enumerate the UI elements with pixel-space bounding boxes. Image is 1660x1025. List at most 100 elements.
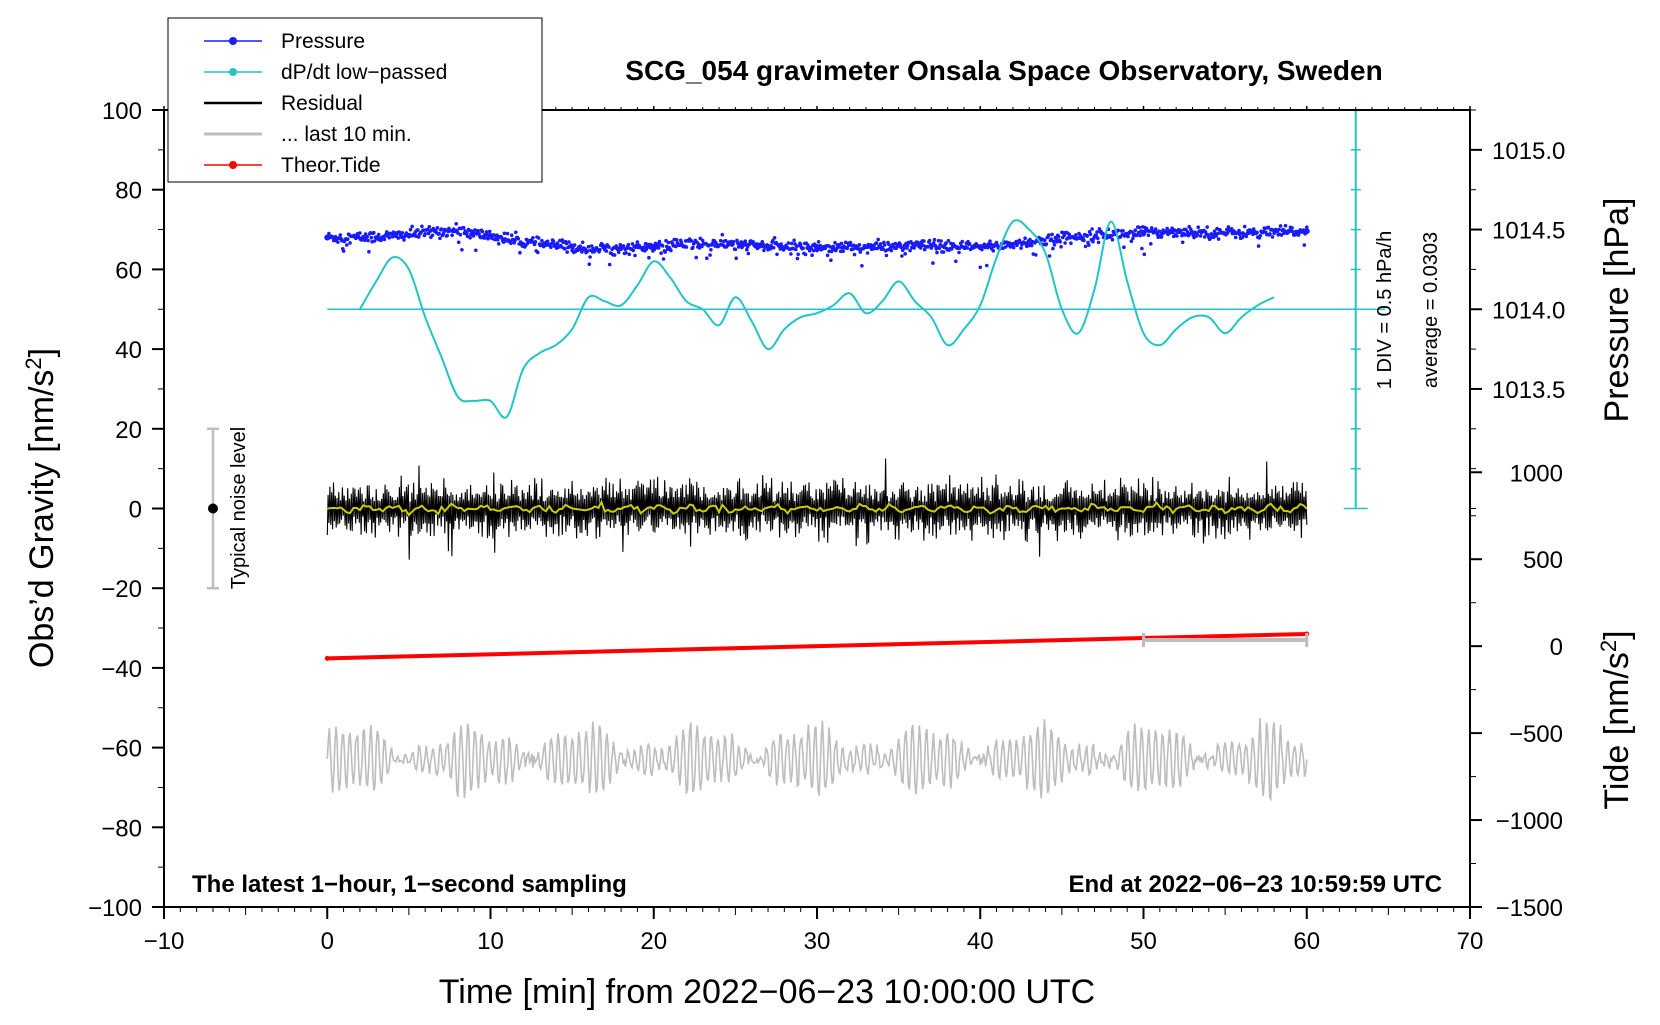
pressure-point bbox=[580, 240, 585, 245]
pressure-point bbox=[935, 250, 939, 255]
pressure-point bbox=[439, 227, 444, 231]
pressure-point bbox=[621, 244, 626, 248]
pressure-marker bbox=[487, 232, 494, 239]
pressure-point bbox=[1196, 225, 1200, 229]
pressure-point bbox=[1096, 240, 1101, 245]
pressure-point bbox=[930, 244, 934, 248]
y-axis-tide-label-end: ] bbox=[1598, 630, 1636, 639]
pressure-point bbox=[509, 241, 513, 245]
end-time-note: End at 2022−06−23 10:59:59 UTC bbox=[1068, 871, 1442, 898]
pressure-point bbox=[455, 228, 459, 233]
pressure-point bbox=[1268, 232, 1272, 236]
x-tick-label: 10 bbox=[477, 928, 504, 955]
pressure-point bbox=[376, 232, 381, 237]
pressure-point bbox=[893, 241, 898, 246]
pressure-point bbox=[1149, 242, 1153, 246]
pressure-point bbox=[669, 248, 673, 253]
residual-smoothed-line bbox=[327, 499, 1308, 517]
pressure-point bbox=[889, 248, 894, 253]
pressure-point bbox=[1216, 237, 1221, 241]
pressure-point bbox=[691, 245, 695, 250]
pressure-point bbox=[1062, 233, 1067, 238]
pressure-point bbox=[1131, 236, 1135, 241]
pressure-point bbox=[372, 230, 376, 235]
pressure-point bbox=[874, 241, 879, 245]
pressure-point bbox=[839, 241, 844, 246]
y-axis-left-label-main: Obs’d Gravity [nm/s bbox=[23, 370, 61, 669]
pressure-point bbox=[514, 230, 518, 235]
pressure-point bbox=[775, 252, 779, 257]
pressure-point bbox=[694, 255, 698, 260]
pressure-point bbox=[656, 246, 661, 250]
pressure-point bbox=[551, 239, 556, 243]
pressure-point bbox=[358, 231, 362, 235]
pressure-point bbox=[627, 252, 632, 257]
pressure-point bbox=[549, 245, 553, 250]
pressure-point bbox=[1175, 234, 1179, 238]
pressure-point bbox=[743, 239, 747, 243]
pressure-point bbox=[626, 242, 631, 247]
pressure-point bbox=[1085, 234, 1089, 238]
pressure-point bbox=[607, 262, 612, 267]
pressure-point bbox=[1155, 232, 1160, 237]
x-tick-label: 60 bbox=[1293, 928, 1320, 955]
pressure-point bbox=[1229, 227, 1234, 231]
pressure-point bbox=[747, 242, 752, 247]
pressure-point bbox=[1158, 229, 1162, 234]
pressure-point bbox=[991, 249, 996, 253]
pressure-point bbox=[1142, 252, 1147, 257]
legend-items: Pressure dP/dt low−passed Residual ... last… bbox=[204, 30, 447, 177]
pressure-point bbox=[612, 253, 617, 257]
legend: Pressure dP/dt low−passed Residual ... last… bbox=[167, 17, 543, 183]
pressure-point bbox=[345, 237, 350, 241]
pressure-point bbox=[460, 248, 464, 252]
tide-tick-label: 500 bbox=[1523, 547, 1563, 574]
pressure-point bbox=[801, 246, 805, 250]
x-tick-label: 40 bbox=[967, 928, 994, 955]
pressure-point bbox=[926, 245, 930, 249]
tide-tick-label: −1000 bbox=[1496, 808, 1563, 835]
pressure-point bbox=[831, 244, 836, 249]
pressure-point bbox=[852, 252, 857, 257]
pressure-point bbox=[598, 248, 602, 252]
chart-title: SCG_054 gravimeter Onsala Space Observat… bbox=[625, 55, 1382, 86]
y-axis-left-label-end: ] bbox=[23, 348, 61, 357]
pressure-point bbox=[565, 250, 569, 254]
noise-bar-center bbox=[207, 503, 218, 514]
pressure-point bbox=[900, 254, 904, 258]
pressure-point bbox=[769, 244, 774, 248]
y-tick-label: 80 bbox=[115, 178, 142, 205]
tide-tick-label: −1500 bbox=[1496, 895, 1563, 922]
pressure-point bbox=[1029, 243, 1034, 248]
pressure-point bbox=[1255, 230, 1259, 235]
pressure-point bbox=[338, 233, 343, 237]
pressure-point bbox=[931, 261, 935, 265]
pressure-point bbox=[1074, 233, 1078, 237]
pressure-point bbox=[571, 245, 575, 250]
legend-item: Residual bbox=[204, 92, 363, 115]
pressure-point bbox=[809, 246, 814, 251]
pressure-point bbox=[1202, 235, 1207, 239]
y-axis-tide-label-main: Tide [nm/s bbox=[1598, 652, 1636, 809]
pressure-point bbox=[931, 241, 936, 245]
pressure-point bbox=[1109, 234, 1114, 238]
pressure-point bbox=[803, 252, 808, 257]
pressure-point bbox=[1122, 245, 1126, 249]
pressure-point bbox=[420, 224, 424, 229]
pressure-point bbox=[898, 242, 903, 247]
pressure-point bbox=[1034, 253, 1038, 257]
y-tick-label: −80 bbox=[101, 815, 142, 842]
pressure-point bbox=[416, 228, 420, 232]
pressure-point bbox=[1126, 234, 1130, 239]
pressure-point bbox=[1237, 228, 1241, 233]
pressure-point bbox=[661, 257, 666, 261]
legend-item: Theor.Tide bbox=[204, 154, 381, 177]
x-tick-label: 0 bbox=[321, 928, 334, 955]
pressure-point bbox=[465, 231, 469, 235]
pressure-point bbox=[941, 250, 946, 254]
pressure-point bbox=[1290, 226, 1294, 230]
pressure-point bbox=[1056, 234, 1061, 239]
pressure-point bbox=[710, 241, 715, 246]
pressure-point bbox=[474, 248, 478, 253]
